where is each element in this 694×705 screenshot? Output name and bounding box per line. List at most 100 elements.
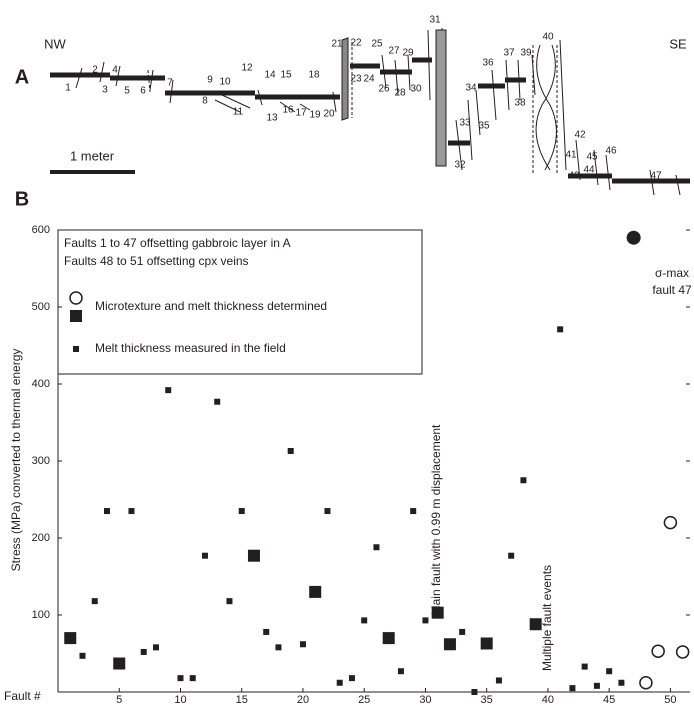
x-tick-label: 30: [419, 694, 431, 705]
fault-label: 23: [350, 74, 362, 85]
marker: [651, 644, 665, 658]
marker: [397, 668, 404, 675]
fault-label: 37: [503, 48, 515, 59]
marker: [201, 552, 208, 559]
fault-label: 21: [331, 39, 343, 50]
marker: [238, 508, 245, 515]
fault-label: 39: [520, 48, 532, 59]
y-tick-label: 300: [32, 455, 50, 467]
marker: [569, 685, 576, 692]
fault-label: 43: [568, 171, 580, 182]
fault-label: 44: [583, 165, 595, 176]
annotation: σ-max: [655, 266, 689, 280]
x-axis-title: Fault #: [4, 689, 41, 703]
marker: [79, 652, 86, 659]
marker: [287, 447, 294, 454]
marker: [480, 637, 493, 650]
x-tick-label: 10: [174, 694, 186, 705]
fault-label: 30: [410, 84, 422, 95]
direction-label: SE: [669, 36, 687, 51]
fault-label: 20: [323, 109, 335, 120]
x-tick-label: 35: [481, 694, 493, 705]
legend-label: Melt thickness measured in the field: [95, 341, 286, 355]
marker: [529, 618, 542, 631]
marker: [64, 632, 77, 645]
marker: [189, 675, 196, 682]
fault-label: 31: [429, 15, 441, 26]
marker: [177, 675, 184, 682]
legend-box: [57, 229, 423, 375]
x-tick-label: 40: [542, 694, 554, 705]
fault-label: 15: [280, 70, 292, 81]
marker: [91, 598, 98, 605]
fault-label: 4: [112, 65, 118, 76]
marker: [113, 657, 126, 670]
x-tick-label: 25: [358, 694, 370, 705]
fault-label: 10: [219, 77, 231, 88]
annotation: Multiple fault events: [540, 565, 554, 671]
legend-note: Faults 1 to 47 offsetting gabbroic layer…: [64, 236, 291, 250]
y-tick-label: 200: [32, 532, 50, 544]
legend-label: Microtexture and melt thickness determin…: [95, 299, 327, 313]
fault-label: 7: [167, 78, 173, 89]
fault-label: 2: [92, 65, 98, 76]
fault-label: 19: [309, 110, 321, 121]
marker: [336, 679, 343, 686]
marker: [348, 675, 355, 682]
marker: [324, 508, 331, 515]
y-tick-label: 600: [32, 224, 50, 236]
marker: [495, 677, 502, 684]
panel-a-drawing: [50, 27, 690, 196]
y-tick-label: 500: [32, 301, 50, 313]
fault-label: 45: [586, 152, 598, 163]
marker: [618, 679, 625, 686]
x-tick-label: 45: [603, 694, 615, 705]
fault-label: 16: [282, 105, 294, 116]
fault-label: 22: [350, 38, 362, 49]
fault-label: 9: [207, 75, 213, 86]
fault-label: 1: [65, 83, 71, 94]
marker: [373, 544, 380, 551]
marker: [557, 326, 564, 333]
fault-label: 26: [378, 84, 390, 95]
marker: [275, 644, 282, 651]
marker: [382, 632, 395, 645]
fault-label: 33: [459, 118, 471, 129]
marker: [606, 668, 613, 675]
fault-label: 5: [124, 86, 130, 97]
marker: [128, 508, 135, 515]
fault-label: 11: [233, 107, 244, 118]
marker: [675, 645, 690, 659]
marker: [471, 689, 478, 695]
legend-symbol: [69, 291, 83, 305]
fault-label: 34: [465, 83, 477, 94]
marker: [299, 641, 306, 648]
marker: [140, 648, 147, 655]
fault-label: 27: [388, 46, 400, 57]
fault-label: 41: [565, 150, 577, 161]
x-tick-label: 15: [236, 694, 248, 705]
fault-label: 17: [295, 108, 307, 119]
y-axis-title: Stress (MPa) converted to thermal energy: [9, 349, 23, 572]
marker: [459, 628, 466, 635]
direction-label: NW: [44, 36, 66, 51]
fault-label: 18: [308, 70, 320, 81]
marker: [247, 549, 260, 562]
marker: [508, 552, 515, 559]
annotation: fault 47: [652, 283, 692, 297]
fault-label: 8: [202, 96, 208, 107]
fault-label: 36: [482, 58, 494, 69]
fault-label: 47: [650, 171, 662, 182]
x-tick-label: 5: [116, 694, 122, 705]
marker: [431, 606, 444, 619]
annotation: Main fault with 0.99 m displacement: [429, 424, 443, 615]
marker: [263, 628, 270, 635]
legend-symbol: [73, 346, 79, 352]
fault-label: 24: [363, 74, 375, 85]
fault-label: 42: [574, 130, 586, 141]
marker: [581, 663, 588, 670]
marker: [410, 508, 417, 515]
x-tick-label: 50: [664, 694, 676, 705]
fault-label: 3: [102, 85, 108, 96]
